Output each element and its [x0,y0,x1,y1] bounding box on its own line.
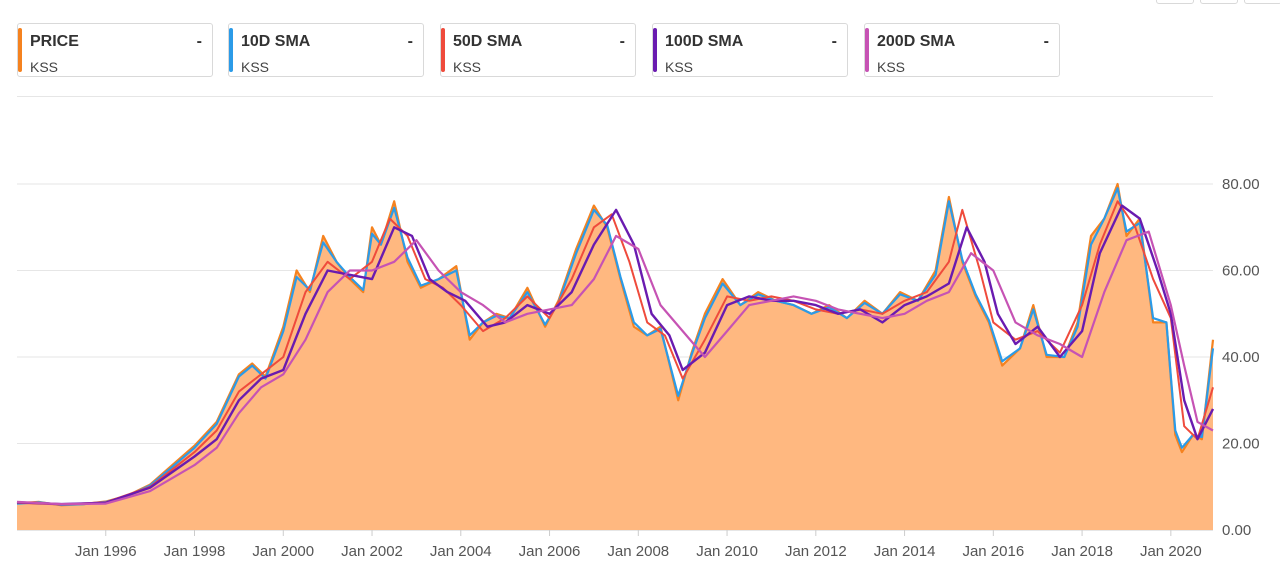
legend-card-100d-sma[interactable]: 100D SMA - KSS [652,23,848,77]
toolbar-button-1[interactable] [1156,0,1194,4]
x-tick-label: Jan 1996 [75,543,137,560]
y-tick-label: 60.00 [1222,263,1260,280]
x-tick-label: Jan 2016 [962,543,1024,560]
toolbar-button-3[interactable] [1244,0,1280,4]
y-tick-label: 0.00 [1222,522,1251,539]
x-tick-label: Jan 2012 [785,543,847,560]
legend-card-10d-sma[interactable]: 10D SMA - KSS [228,23,424,77]
x-tick-label: Jan 2002 [341,543,403,560]
legend-series-name: 200D SMA [877,33,956,50]
y-tick-label: 40.00 [1222,349,1260,366]
x-axis-labels: Jan 1996 Jan 1998 Jan 2000 Jan 2002 Jan 2004… [75,543,1202,560]
legend-series-value: - [1043,33,1049,50]
legend-ticker: KSS [241,59,270,75]
series-line-200d-sma [16,230,1214,506]
series-line-50d-sma [16,200,1214,506]
y-axis-labels: 0.00 20.00 40.00 60.00 80.00 [1222,176,1260,539]
y-tick-label: 80.00 [1222,176,1260,193]
legend-ticker: KSS [877,59,906,75]
x-tick-label: Jan 2004 [430,543,492,560]
legend-series-name: 50D SMA [453,33,523,50]
legend-color-bar [18,28,22,72]
legend-series-name: 100D SMA [665,33,744,50]
legend-color-bar [865,28,869,72]
x-tick-label: Jan 2020 [1140,543,1202,560]
legend-series-name: PRICE [30,33,79,50]
series-lines [16,182,1215,507]
toolbar-button-2[interactable] [1200,0,1238,4]
x-tick-label: Jan 2006 [519,543,581,560]
legend-card-50d-sma[interactable]: 50D SMA - KSS [440,23,636,77]
series-line-10d-sma [16,187,1215,506]
legend-color-bar [441,28,445,72]
x-tick-label: Jan 2000 [252,543,314,560]
legend-divider [17,96,1213,97]
x-tick-label: Jan 2014 [874,543,936,560]
legend-series-value: - [407,33,413,50]
x-tick-label: Jan 2018 [1051,543,1113,560]
y-tick-label: 20.00 [1222,436,1260,453]
legend-color-bar [229,28,233,72]
legend-series-value: - [831,33,837,50]
legend-ticker: KSS [665,59,694,75]
legend-series-value: - [619,33,625,50]
legend-ticker: KSS [453,59,482,75]
legend-card-200d-sma[interactable]: 200D SMA - KSS [864,23,1060,77]
legend-series-value: - [196,33,202,50]
legend-ticker: KSS [30,59,59,75]
series-line-100d-sma [16,204,1215,506]
x-tick-label: Jan 1998 [164,543,226,560]
legend-series-name: 10D SMA [241,33,311,50]
x-tick-label: Jan 2008 [607,543,669,560]
legend-color-bar [653,28,657,72]
legend-card-price[interactable]: PRICE - KSS [17,23,213,77]
x-tick-label: Jan 2010 [696,543,758,560]
